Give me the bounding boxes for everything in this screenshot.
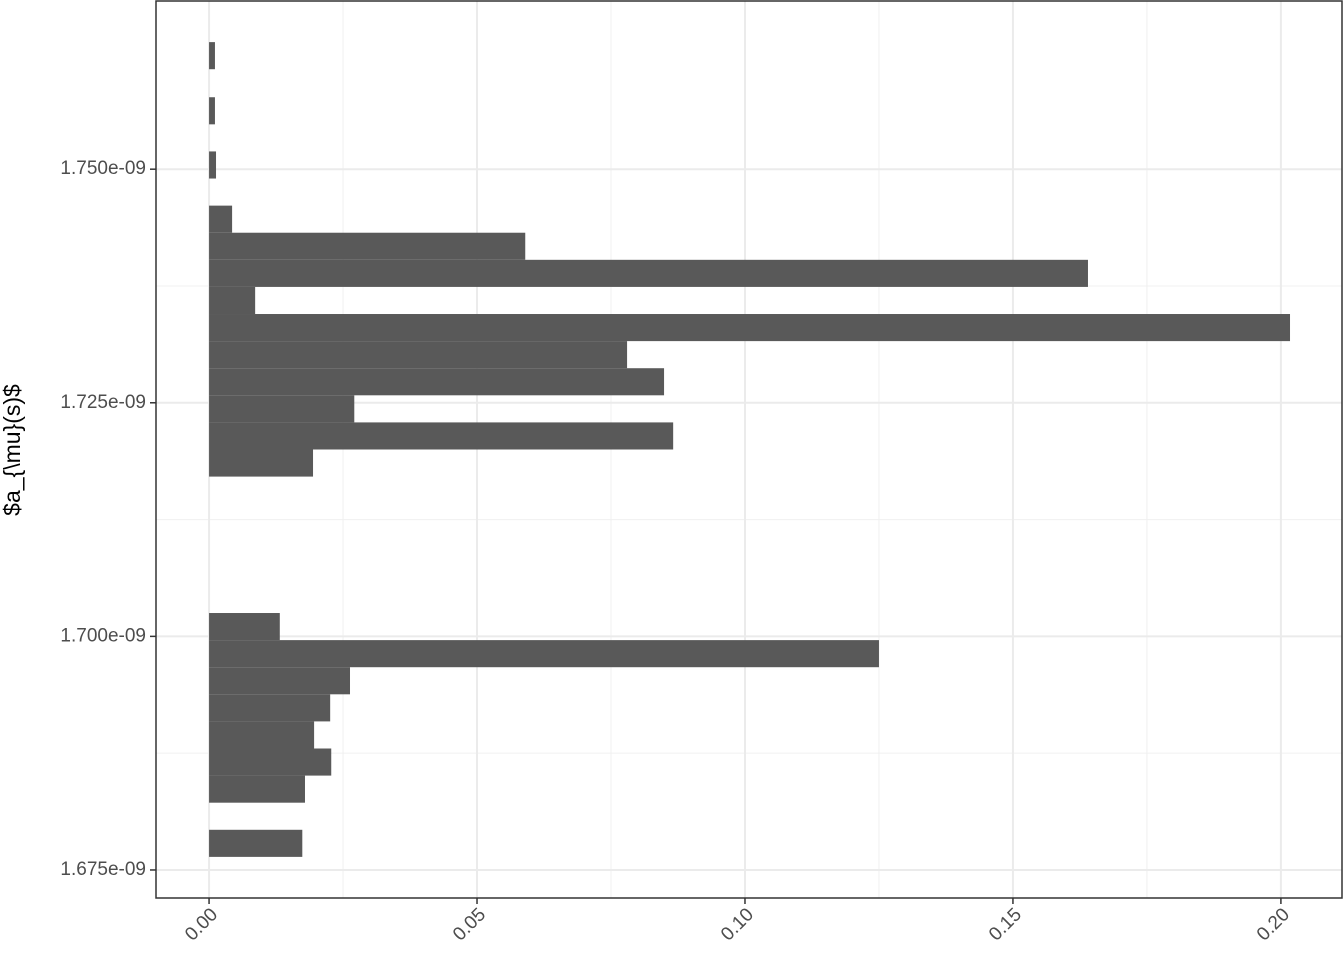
bar (209, 721, 315, 749)
bar (209, 748, 332, 776)
bar (209, 151, 217, 179)
y-tick-label: 1.700e-09 (60, 625, 146, 646)
bar (209, 667, 351, 695)
bar (209, 259, 1088, 287)
y-tick-label: 1.725e-09 (60, 392, 146, 413)
bar (209, 205, 233, 233)
x-tick-label: 0.10 (717, 904, 758, 945)
y-tick-label: 1.675e-09 (60, 859, 146, 880)
bar (209, 422, 674, 450)
bar (209, 395, 355, 423)
bar (209, 613, 280, 641)
bar (209, 449, 314, 477)
bar (209, 97, 215, 125)
bar (209, 694, 331, 722)
x-tick-label: 0.05 (449, 904, 490, 945)
bar (209, 368, 665, 396)
bar (209, 640, 879, 668)
bar (209, 341, 628, 369)
y-axis-label: $a_{\mu}(s)$ (0, 384, 25, 516)
bar (209, 775, 305, 803)
y-tick-label: 1.750e-09 (60, 158, 146, 179)
bar (209, 829, 303, 857)
panel-border (155, 0, 1343, 899)
x-tick-label: 0.00 (181, 904, 222, 945)
x-tick-label: 0.15 (985, 904, 1026, 945)
bar (209, 42, 215, 70)
bar (209, 314, 1291, 342)
x-tick-label: 0.20 (1253, 904, 1294, 945)
bar (209, 232, 526, 260)
bar (209, 286, 256, 315)
